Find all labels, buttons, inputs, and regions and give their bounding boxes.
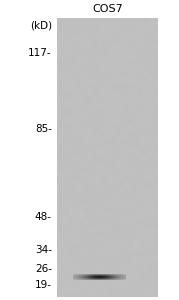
Text: (kD): (kD) [30,20,52,30]
Text: 26-: 26- [35,264,52,274]
Text: COS7: COS7 [92,4,123,14]
Text: 48-: 48- [35,212,52,222]
Text: 19-: 19- [35,280,52,290]
Text: 117-: 117- [28,49,52,58]
Text: 85-: 85- [35,124,52,134]
Text: 34-: 34- [35,245,52,255]
